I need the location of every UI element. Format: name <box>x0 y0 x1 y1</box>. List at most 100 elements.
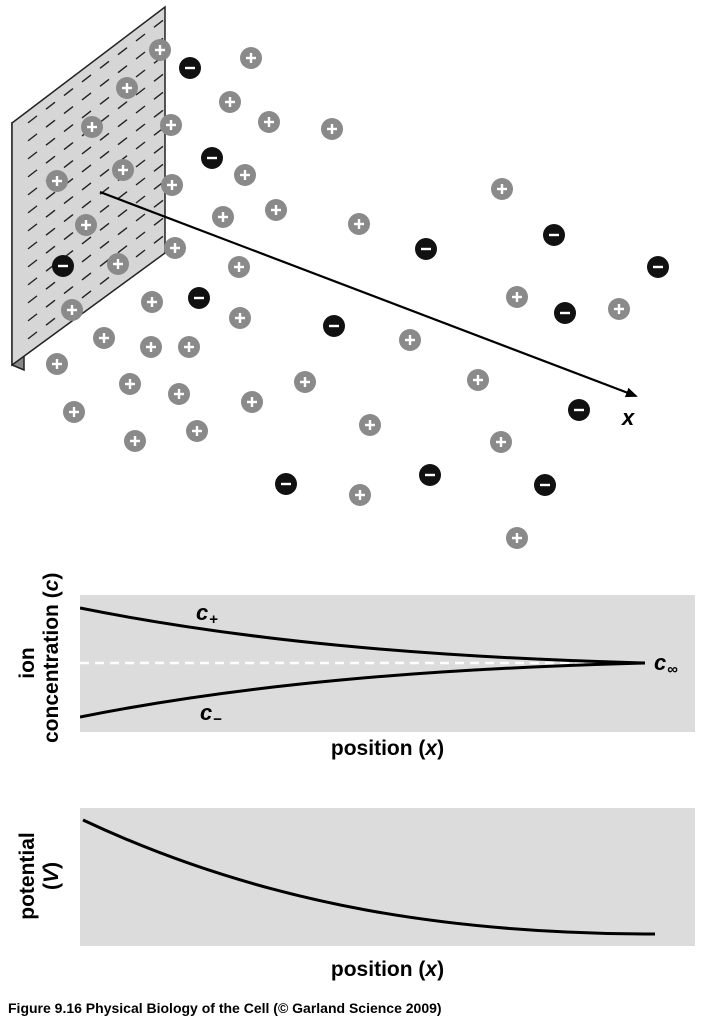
surface-charge-dash <box>99 132 110 141</box>
surface-charge-dash <box>45 245 56 254</box>
positive-ion <box>168 383 190 405</box>
c-plus-label: c+ <box>196 600 219 628</box>
surface-charge-dash <box>135 249 146 258</box>
positive-ion <box>399 329 421 351</box>
positive-ion <box>349 484 371 506</box>
positive-ion <box>107 253 129 275</box>
surface-charge-dash <box>81 200 92 209</box>
positive-ion <box>219 91 241 113</box>
surface-charge-dash <box>27 277 38 286</box>
surface-charge-dash <box>153 109 164 118</box>
surface-charge-dash <box>135 33 146 42</box>
positive-ion <box>228 256 250 278</box>
surface-charge-dash <box>63 160 74 169</box>
surface-charge-dash <box>81 92 92 101</box>
concentration-y-var: c <box>40 579 63 592</box>
surface-charge-dash <box>45 191 56 200</box>
surface-charge-dash <box>81 272 92 281</box>
negative-ion <box>179 57 201 79</box>
positive-ion <box>506 527 528 549</box>
concentration-y-label-line1: ion <box>16 647 39 679</box>
negative-ion <box>419 464 441 486</box>
surface-charge-dash <box>135 123 146 132</box>
surface-charge-dash <box>45 317 56 326</box>
concentration-y-label: ion concentration (c) <box>16 572 63 743</box>
positive-ion <box>258 111 280 133</box>
surface-charge-dash <box>63 124 74 133</box>
surface-charge-dash <box>99 96 110 105</box>
surface-charge-dash <box>99 114 110 123</box>
positive-ion <box>490 431 512 453</box>
surface-charge-dash <box>27 331 38 340</box>
surface-charge-dash <box>81 74 92 83</box>
surface-charge-dash <box>135 231 146 240</box>
surface-charge-dash <box>81 254 92 263</box>
x-axis-arrow <box>99 190 638 398</box>
surface-charge-dash <box>117 101 128 110</box>
positive-ion <box>506 286 528 308</box>
positive-ion <box>240 47 262 69</box>
positive-ion <box>321 118 343 140</box>
surface-charge-dash <box>27 241 38 250</box>
surface-charge-dash <box>99 240 110 249</box>
positive-ion <box>81 116 103 138</box>
surface-charge-dash <box>27 223 38 232</box>
surface-charge-dash <box>63 142 74 151</box>
potential-y-var: V <box>40 869 63 884</box>
surface-charge-dash <box>117 47 128 56</box>
positive-ion <box>141 291 163 313</box>
surface-charge-dash <box>117 227 128 236</box>
surface-charge-dash <box>117 137 128 146</box>
concentration-plot-panel <box>79 595 695 732</box>
surface-charge-dash <box>27 133 38 142</box>
surface-charge-dash <box>27 115 38 124</box>
charged-plate-scene: x <box>11 5 669 549</box>
surface-charge-dash <box>27 187 38 196</box>
positive-ion <box>124 430 146 452</box>
positive-ion <box>149 39 171 61</box>
surface-charge-dash <box>99 204 110 213</box>
surface-charge-dash <box>117 191 128 200</box>
surface-charge-dash <box>153 163 164 172</box>
potential-plot-panel <box>80 808 695 946</box>
positive-ion <box>467 369 489 391</box>
positive-ion <box>212 206 234 228</box>
surface-charge-dash <box>135 195 146 204</box>
positive-ion <box>116 77 138 99</box>
positive-ion <box>164 237 186 259</box>
negative-ion <box>543 224 565 246</box>
surface-charge-dash <box>135 87 146 96</box>
potential-y-label: potential (V) <box>16 796 64 956</box>
surface-charge-dash <box>153 235 164 244</box>
positive-ion <box>75 214 97 236</box>
positive-ion <box>112 159 134 181</box>
surface-charge-dash <box>27 313 38 322</box>
figure-caption: Figure 9.16 Physical Biology of the Cell… <box>8 1000 442 1016</box>
potential-plot <box>82 818 656 936</box>
surface-charge-dash <box>63 232 74 241</box>
positive-ion <box>359 414 381 436</box>
surface-charge-dash <box>27 259 38 268</box>
positive-ion <box>348 213 370 235</box>
surface-charge-dash <box>99 276 110 285</box>
surface-charge-dash <box>135 105 146 114</box>
surface-charge-dash <box>81 146 92 155</box>
positive-ion <box>241 391 263 413</box>
negative-ion <box>647 256 669 278</box>
surface-charge-dash <box>135 177 146 186</box>
surface-charge-dash <box>153 91 164 100</box>
surface-charge-dash <box>63 286 74 295</box>
negative-ion <box>52 255 74 277</box>
positive-ion <box>229 307 251 329</box>
potential-x-label: position (x) <box>330 958 445 981</box>
surface-charge-dash <box>153 199 164 208</box>
surface-charge-dash <box>27 169 38 178</box>
positive-ion <box>186 420 208 442</box>
surface-charge-dash <box>45 101 56 110</box>
surface-charge-dash <box>63 214 74 223</box>
positive-ion <box>93 327 115 349</box>
surface-charge-dash <box>153 145 164 154</box>
surface-charge-dash <box>45 281 56 290</box>
surface-charge-dash <box>153 73 164 82</box>
surface-charge-dash <box>135 141 146 150</box>
